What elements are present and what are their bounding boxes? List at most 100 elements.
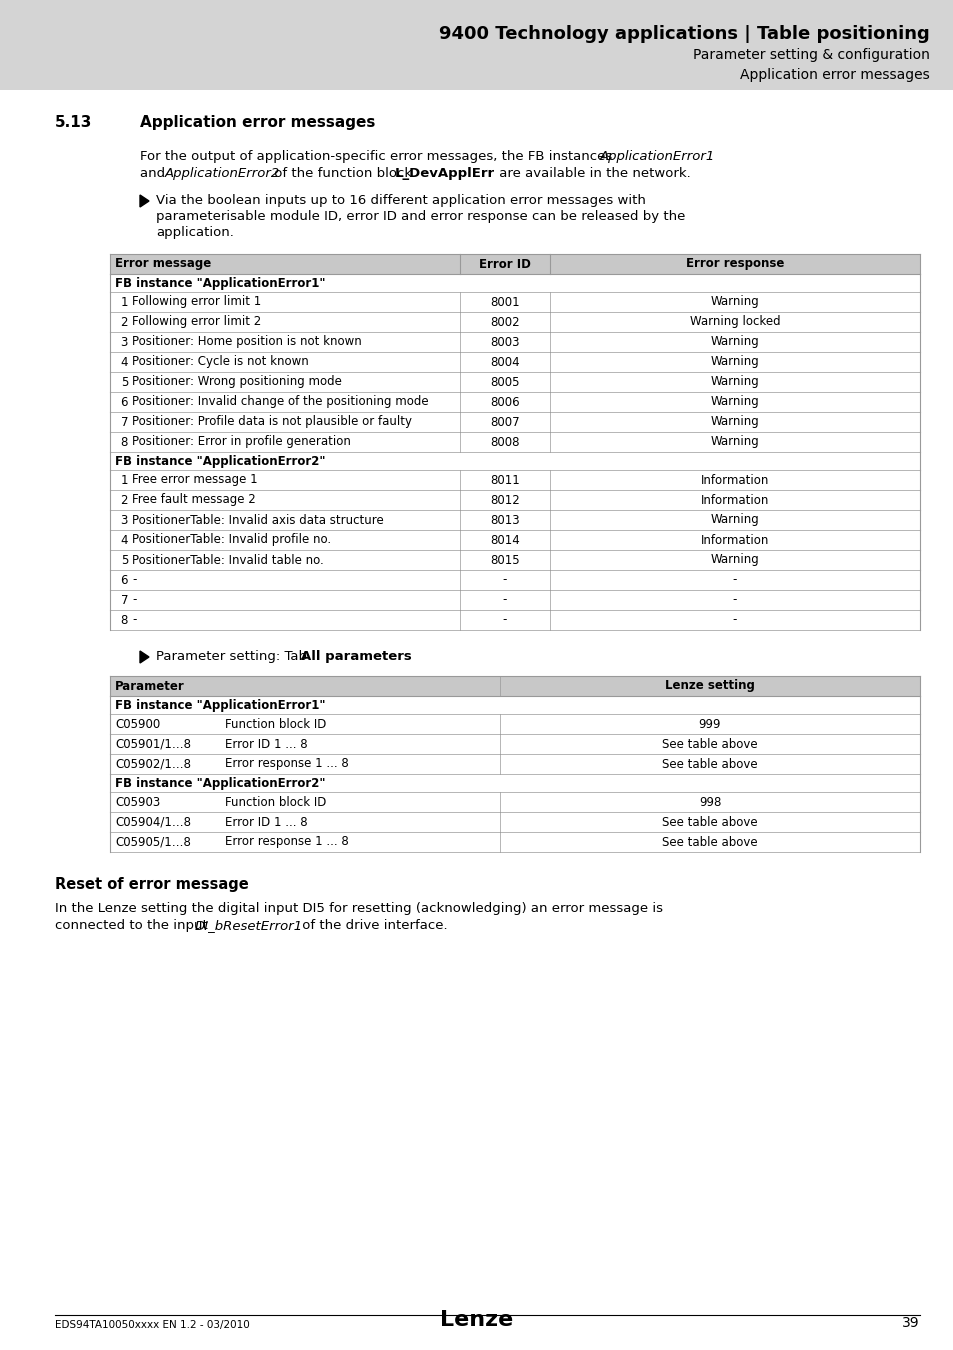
Text: 3: 3 xyxy=(120,513,128,526)
Text: -: - xyxy=(502,613,507,626)
Text: PositionerTable: Invalid table no.: PositionerTable: Invalid table no. xyxy=(132,554,323,567)
Text: Error response 1 ... 8: Error response 1 ... 8 xyxy=(225,757,349,771)
Text: EDS94TA10050xxxx EN 1.2 - 03/2010: EDS94TA10050xxxx EN 1.2 - 03/2010 xyxy=(55,1320,250,1330)
Bar xyxy=(110,832,919,852)
Text: FB instance "ApplicationError2": FB instance "ApplicationError2" xyxy=(115,455,325,467)
Text: Warning: Warning xyxy=(710,296,759,309)
Text: FB instance "ApplicationError1": FB instance "ApplicationError1" xyxy=(115,698,325,711)
Text: FB instance "ApplicationError1": FB instance "ApplicationError1" xyxy=(115,277,325,289)
Text: 8012: 8012 xyxy=(490,494,519,506)
Bar xyxy=(110,549,919,570)
Text: 8011: 8011 xyxy=(490,474,519,486)
Text: of the function block: of the function block xyxy=(270,167,416,180)
Text: Error ID 1 ... 8: Error ID 1 ... 8 xyxy=(225,815,307,829)
Text: and: and xyxy=(140,167,170,180)
Text: -: - xyxy=(132,613,136,626)
Text: application.: application. xyxy=(156,225,233,239)
Text: 4: 4 xyxy=(120,533,128,547)
Text: 5.13: 5.13 xyxy=(55,115,92,130)
Bar xyxy=(110,714,919,734)
Text: Warning: Warning xyxy=(710,436,759,448)
Bar xyxy=(110,332,919,352)
Text: Lenze setting: Lenze setting xyxy=(664,679,754,693)
Bar xyxy=(110,811,919,832)
Text: FB instance "ApplicationError2": FB instance "ApplicationError2" xyxy=(115,776,325,790)
Bar xyxy=(110,755,919,774)
Text: Positioner: Error in profile generation: Positioner: Error in profile generation xyxy=(132,436,351,448)
Text: Following error limit 2: Following error limit 2 xyxy=(132,316,261,328)
Bar xyxy=(0,0,953,90)
Text: Error response 1 ... 8: Error response 1 ... 8 xyxy=(225,836,349,849)
Text: -: - xyxy=(732,594,737,606)
Text: C05902/1…8: C05902/1…8 xyxy=(115,757,191,771)
Text: Positioner: Invalid change of the positioning mode: Positioner: Invalid change of the positi… xyxy=(132,396,428,409)
Bar xyxy=(110,373,919,391)
Text: Parameter: Parameter xyxy=(115,679,185,693)
Text: of the drive interface.: of the drive interface. xyxy=(297,919,447,931)
Text: 8005: 8005 xyxy=(490,375,519,389)
Bar xyxy=(110,531,919,549)
Bar xyxy=(110,510,919,531)
Text: 6: 6 xyxy=(120,396,128,409)
Bar xyxy=(110,590,919,610)
Text: 5: 5 xyxy=(120,375,128,389)
Text: 9400 Technology applications | Table positioning: 9400 Technology applications | Table pos… xyxy=(438,26,929,43)
Text: 8002: 8002 xyxy=(490,316,519,328)
Text: All parameters: All parameters xyxy=(301,649,412,663)
Text: 4: 4 xyxy=(120,355,128,369)
Text: DI_bResetError1: DI_bResetError1 xyxy=(194,919,303,931)
Text: 998: 998 xyxy=(699,795,720,809)
Bar xyxy=(110,570,919,590)
Text: C05900: C05900 xyxy=(115,717,160,730)
Text: 3: 3 xyxy=(120,336,128,348)
Text: In the Lenze setting the digital input DI5 for resetting (acknowledging) an erro: In the Lenze setting the digital input D… xyxy=(55,902,662,915)
Text: 8003: 8003 xyxy=(490,336,519,348)
Text: Reset of error message: Reset of error message xyxy=(55,878,249,892)
Text: 6: 6 xyxy=(120,574,128,586)
Text: 8007: 8007 xyxy=(490,416,519,428)
Text: See table above: See table above xyxy=(661,836,757,849)
Text: 2: 2 xyxy=(120,494,128,506)
Text: connected to the input: connected to the input xyxy=(55,919,212,931)
Text: 8008: 8008 xyxy=(490,436,519,448)
Bar xyxy=(110,676,919,697)
Text: Information: Information xyxy=(700,494,768,506)
Bar xyxy=(110,734,919,755)
Text: Parameter setting & configuration: Parameter setting & configuration xyxy=(693,49,929,62)
Text: 8004: 8004 xyxy=(490,355,519,369)
Text: Free fault message 2: Free fault message 2 xyxy=(132,494,255,506)
Text: C05904/1…8: C05904/1…8 xyxy=(115,815,191,829)
Text: C05903: C05903 xyxy=(115,795,160,809)
Text: 39: 39 xyxy=(902,1316,919,1330)
Bar xyxy=(110,610,919,630)
Text: Free error message 1: Free error message 1 xyxy=(132,474,257,486)
Text: Information: Information xyxy=(700,474,768,486)
Text: Positioner: Home position is not known: Positioner: Home position is not known xyxy=(132,336,361,348)
Text: Warning: Warning xyxy=(710,355,759,369)
Text: Function block ID: Function block ID xyxy=(225,795,326,809)
Bar xyxy=(110,392,919,412)
Text: Function block ID: Function block ID xyxy=(225,717,326,730)
Text: PositionerTable: Invalid axis data structure: PositionerTable: Invalid axis data struc… xyxy=(132,513,383,526)
Text: Warning: Warning xyxy=(710,416,759,428)
Polygon shape xyxy=(140,194,149,207)
Text: 2: 2 xyxy=(120,316,128,328)
Text: For the output of application-specific error messages, the FB instances: For the output of application-specific e… xyxy=(140,150,616,163)
Text: PositionerTable: Invalid profile no.: PositionerTable: Invalid profile no. xyxy=(132,533,331,547)
Text: Positioner: Wrong positioning mode: Positioner: Wrong positioning mode xyxy=(132,375,341,389)
Bar xyxy=(110,470,919,490)
Text: -: - xyxy=(732,613,737,626)
Text: Warning: Warning xyxy=(710,554,759,567)
Text: Warning locked: Warning locked xyxy=(689,316,780,328)
Bar xyxy=(110,490,919,510)
Text: -: - xyxy=(502,594,507,606)
Text: -: - xyxy=(132,594,136,606)
Text: Positioner: Cycle is not known: Positioner: Cycle is not known xyxy=(132,355,309,369)
Text: -: - xyxy=(502,574,507,586)
Text: Positioner: Profile data is not plausible or faulty: Positioner: Profile data is not plausibl… xyxy=(132,416,412,428)
Bar xyxy=(110,292,919,312)
Text: Lenze: Lenze xyxy=(440,1310,513,1330)
Text: 8015: 8015 xyxy=(490,554,519,567)
Text: C05905/1…8: C05905/1…8 xyxy=(115,836,191,849)
Text: Following error limit 1: Following error limit 1 xyxy=(132,296,261,309)
